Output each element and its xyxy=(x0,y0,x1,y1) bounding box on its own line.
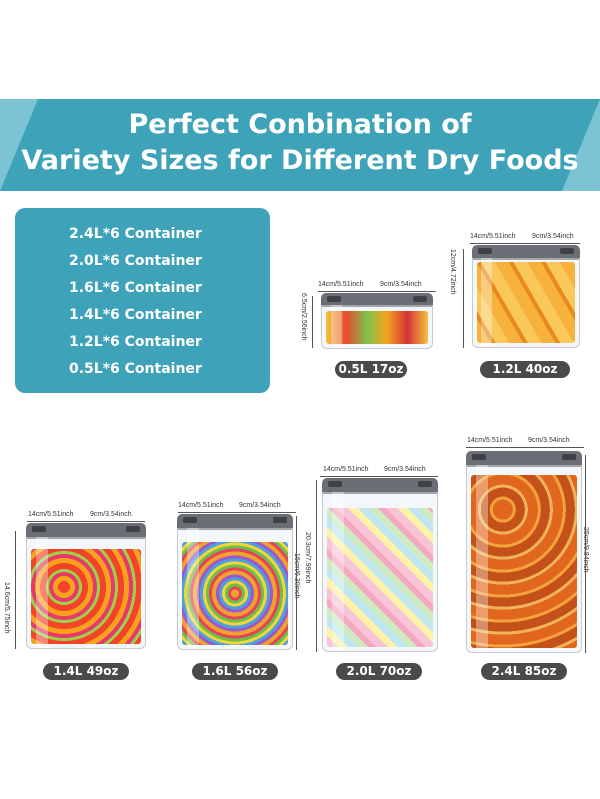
dimension-arrow xyxy=(15,531,16,649)
size-label: 2.4L 85oz xyxy=(481,663,567,680)
size-label: 1.2L 40oz xyxy=(480,361,570,378)
height-dimension: 12cm/4.72inch xyxy=(449,249,456,295)
container-body xyxy=(177,528,293,650)
size-label: 1.6L 56oz xyxy=(192,663,278,680)
container-1-2l xyxy=(472,245,580,348)
contents-item: 1.6L*6 Container xyxy=(69,280,202,296)
banner-title-line2: Variety Sizes for Different Dry Foods xyxy=(21,145,579,176)
dimension-arrow xyxy=(312,296,313,348)
cereal-fill xyxy=(182,542,288,645)
container-0-5l xyxy=(321,293,433,349)
size-label: 2.0L 70oz xyxy=(336,663,422,680)
contents-item: 0.5L*6 Container xyxy=(69,361,202,377)
container-2-4l xyxy=(466,451,582,653)
marshmallow-fill xyxy=(327,508,433,647)
banner-title-line1: Perfect Conbination of xyxy=(128,109,472,140)
dimension-arrow xyxy=(463,249,464,348)
dried-mango-fill xyxy=(477,262,575,343)
dimension-arrow xyxy=(466,447,584,448)
gummy-candy-fill xyxy=(326,311,428,344)
dimension-arrow xyxy=(296,516,297,650)
depth-dimension: 9cm/3.54inch xyxy=(384,466,426,473)
height-dimension: 6.5cm/2.56inch xyxy=(300,293,307,341)
width-dimension: 14cm/5.51inch xyxy=(318,281,364,288)
dimension-arrow xyxy=(318,291,436,292)
banner-fold-right xyxy=(562,99,600,191)
depth-dimension: 9cm/3.54inch xyxy=(90,511,132,518)
width-dimension: 14cm/5.51inch xyxy=(178,502,224,509)
width-dimension: 14cm/5.51inch xyxy=(470,233,516,240)
banner-fold-left xyxy=(0,99,38,191)
dried-orange-fill xyxy=(471,475,577,648)
dimension-arrow xyxy=(27,521,145,522)
size-label: 0.5L 17oz xyxy=(335,361,407,378)
container-body xyxy=(321,305,433,349)
container-body xyxy=(472,258,580,348)
dimension-arrow xyxy=(178,512,296,513)
contents-item: 1.2L*6 Container xyxy=(69,334,202,350)
title-banner: Perfect Conbination of Variety Sizes for… xyxy=(0,99,600,191)
depth-dimension: 9cm/3.54inch xyxy=(239,502,281,509)
dimension-arrow xyxy=(470,243,580,244)
depth-dimension: 9cm/3.54inch xyxy=(528,437,570,444)
container-body xyxy=(322,492,438,652)
container-1-6l xyxy=(177,514,293,650)
contents-item: 2.4L*6 Container xyxy=(69,226,202,242)
gummy-candy-fill xyxy=(31,549,141,644)
contents-item: 1.4L*6 Container xyxy=(69,307,202,323)
dimension-arrow xyxy=(320,476,438,477)
container-2-0l xyxy=(322,478,438,652)
contents-list-box: 2.4L*6 Container 2.0L*6 Container 1.6L*6… xyxy=(15,208,270,393)
depth-dimension: 9cm/3.54inch xyxy=(380,281,422,288)
height-dimension: 20.3cm/7.99inch xyxy=(304,532,311,584)
dimension-arrow xyxy=(316,480,317,652)
width-dimension: 14cm/5.51inch xyxy=(467,437,513,444)
height-dimension: 14.6cm/5.75inch xyxy=(3,582,10,634)
dimension-arrow xyxy=(585,455,586,653)
container-body xyxy=(466,465,582,653)
container-body xyxy=(26,537,146,649)
size-label: 1.4L 49oz xyxy=(43,663,129,680)
depth-dimension: 9cm/3.54inch xyxy=(532,233,574,240)
width-dimension: 14cm/5.51inch xyxy=(28,511,74,518)
width-dimension: 14cm/5.51inch xyxy=(323,466,369,473)
contents-item: 2.0L*6 Container xyxy=(69,253,202,269)
container-1-4l xyxy=(26,523,146,649)
